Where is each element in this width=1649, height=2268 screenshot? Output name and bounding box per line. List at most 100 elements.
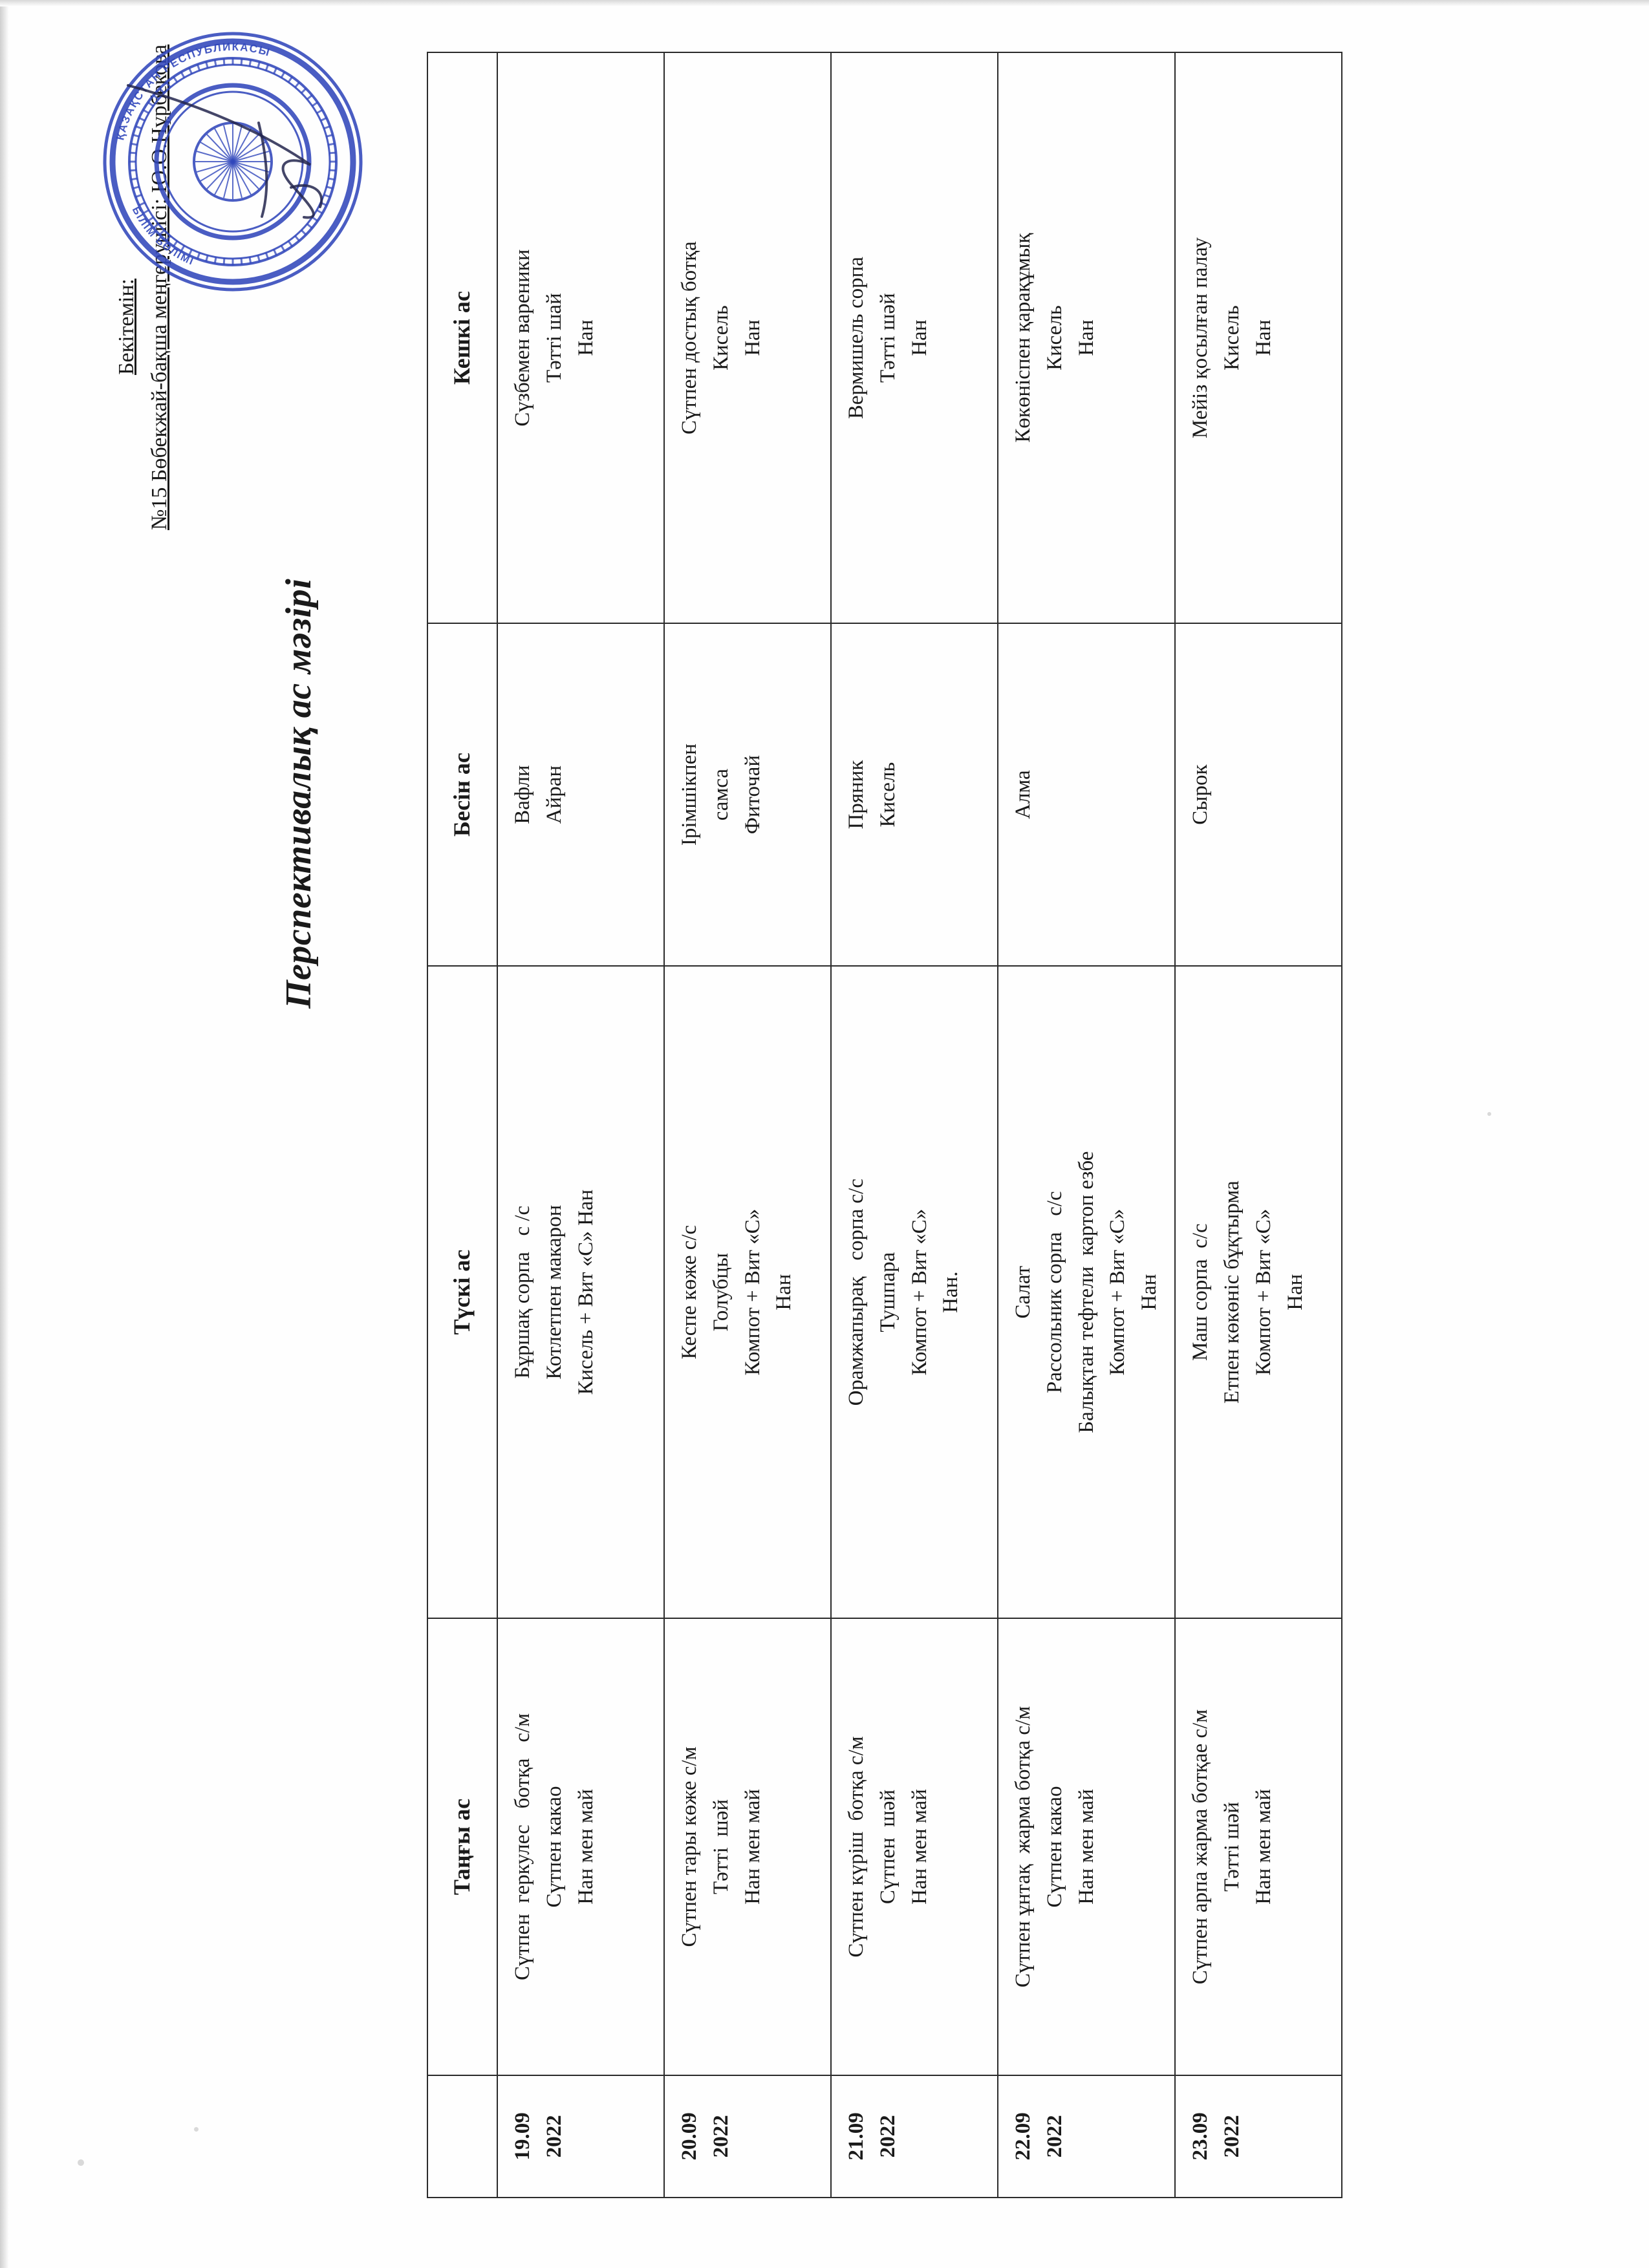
- table-cell-dinner: Көкөніспен қарақұмық Кисель Нан: [998, 52, 1176, 624]
- column-header-date: [427, 2075, 497, 2198]
- menu-item: Сүтпен тары көже с/м: [678, 1746, 701, 1947]
- date-line: 2022: [876, 2115, 900, 2158]
- menu-item-list: Бұршақ сорпа с /с Котлетпен макарон Кисель…: [507, 978, 601, 1606]
- menu-item: Компот + Вит «С»: [1106, 1208, 1130, 1376]
- menu-item: Нан мен май: [1074, 1789, 1098, 1905]
- menu-item: Пряник: [845, 760, 868, 829]
- menu-item-list: Мейіз қосылған палау Кисель Нан: [1185, 65, 1279, 611]
- menu-item: Айран: [542, 765, 566, 824]
- menu-item: Вермишель сорпа: [845, 257, 868, 420]
- table-row: 20.09 2022 Сүтпен тары көже с/м Тәтті шәй На…: [664, 52, 831, 2198]
- menu-item-list: Орамжапырақ сорпа с/с Тушпара Компот + Вит…: [841, 978, 967, 1606]
- menu-item: Нан: [1251, 319, 1275, 356]
- menu-item: Компот + Вит «С»: [740, 1208, 764, 1376]
- menu-item: Сүтпен күріш ботқа с/м: [845, 1736, 868, 1958]
- menu-item-list: Сүтпен геркулес ботқа с/м Сүтпен какао Нан…: [507, 1631, 601, 2062]
- column-header-lunch: Түскі ас: [427, 966, 497, 1619]
- menu-item: самса: [709, 768, 733, 821]
- menu-item: Сүзбемен вареники: [511, 249, 534, 427]
- menu-item: Вафли: [511, 765, 534, 824]
- table-cell-snack: Вафли Айран: [497, 623, 664, 967]
- table-cell-date: 20.09 2022: [664, 2075, 831, 2198]
- menu-item: Нан мен май: [740, 1789, 764, 1905]
- date-line: 19.09: [511, 2112, 534, 2161]
- table-cell-lunch: Маш сорпа с/с Етпен көкөніс бұқтырма Компо…: [1175, 966, 1342, 1619]
- menu-item: Нан: [772, 1274, 796, 1311]
- menu-item: Сүтпен какао: [1042, 1786, 1066, 1908]
- menu-item: Кеспе көже с/с: [678, 1225, 701, 1360]
- scan-edge-left: [0, 0, 9, 2268]
- date-line: 23.09: [1189, 2112, 1212, 2161]
- scan-edge-top: [0, 0, 1649, 6]
- table-cell-lunch: Салат Рассольник сорпа с/с Балықтан тефтел…: [998, 966, 1176, 1619]
- menu-item: Тәтті шәй: [876, 293, 900, 383]
- menu-item: Кисель: [709, 305, 733, 371]
- table-row: 19.09 2022 Сүтпен геркулес ботқа с/м Сүтпен…: [497, 52, 664, 2198]
- menu-item-list: Ірімшікпен самса Фиточай: [674, 636, 768, 954]
- menu-item: Голубцы: [709, 1252, 733, 1332]
- menu-item-list: Маш сорпа с/с Етпен көкөніс бұқтырма Компо…: [1185, 978, 1311, 1606]
- menu-table-wrapper: Таңғы ас Түскі ас Бесін ас Кешкі ас 19.0…: [427, 52, 1342, 2198]
- menu-item: Сүтпен арпа жарма ботқае с/м: [1189, 1709, 1212, 1985]
- menu-item: Нан: [1283, 1274, 1307, 1311]
- date-line: 2022: [542, 2115, 566, 2158]
- menu-item-list: Алма: [1008, 636, 1039, 954]
- table-cell-snack: Алма: [998, 623, 1176, 967]
- menu-item: Нан мен май: [574, 1789, 598, 1905]
- menu-item: Кисель + Вит «С» Нан: [574, 1189, 598, 1395]
- scan-speck: [194, 2127, 199, 2132]
- menu-item-list: Вермишель сорпа Тәтті шәй Нан: [841, 65, 935, 611]
- menu-item: Кисель: [876, 762, 900, 828]
- menu-item: Рассольник сорпа с/с: [1042, 1191, 1066, 1393]
- table-cell-date: 23.09 2022: [1175, 2075, 1342, 2198]
- table-cell-dinner: Мейіз қосылған палау Кисель Нан: [1175, 52, 1342, 624]
- menu-item: Сүтпен какао: [542, 1786, 566, 1908]
- date-line: 2022: [1220, 2115, 1244, 2158]
- column-header-dinner: Кешкі ас: [427, 52, 497, 624]
- approver-position: №15 Бөбекжай-бақша меңгерушісі:: [147, 198, 171, 530]
- menu-item: Мейіз қосылған палау: [1189, 237, 1212, 439]
- menu-item: Нан: [574, 319, 598, 356]
- menu-item-list: Вафли Айран: [507, 636, 570, 954]
- table-cell-snack: Пряник Кисель: [831, 623, 998, 967]
- perspective-menu-table: Таңғы ас Түскі ас Бесін ас Кешкі ас 19.0…: [427, 52, 1342, 2198]
- menu-item: Сырок: [1189, 764, 1212, 825]
- approval-label: Бекітемін:: [114, 278, 138, 375]
- menu-item-list: Сүтпен арпа жарма ботқае с/м Тәтті шәй Нан…: [1185, 1631, 1279, 2062]
- menu-item: Тәтті шай: [542, 293, 566, 383]
- menu-item: Сүтпен шәй: [876, 1789, 900, 1905]
- menu-item-list: Пряник Кисель: [841, 636, 904, 954]
- date-line: 22.09: [1011, 2112, 1035, 2161]
- menu-item: Нан: [1137, 1274, 1161, 1311]
- approver-name: Ю.О.Нұрбекова: [147, 44, 171, 193]
- menu-item: Кисель: [1220, 305, 1244, 371]
- menu-item: Нан.: [939, 1271, 963, 1313]
- table-cell-date: 19.09 2022: [497, 2075, 664, 2198]
- table-cell-dinner: Сүзбемен вареники Тәтті шай Нан: [497, 52, 664, 624]
- menu-item-list: Сүтпен ұнтақ жарма ботқа с/м Сүтпен какао…: [1008, 1631, 1102, 2062]
- menu-item: Тәтті шәй: [1220, 1802, 1244, 1892]
- menu-item: Фиточай: [740, 754, 764, 835]
- menu-item: Алма: [1011, 770, 1035, 819]
- menu-item: Ірімшікпен: [678, 744, 701, 846]
- scan-speck: [78, 2159, 84, 2166]
- table-cell-date: 21.09 2022: [831, 2075, 998, 2198]
- date-line: 2022: [709, 2115, 733, 2158]
- menu-item-list: Көкөніспен қарақұмық Кисель Нан: [1008, 65, 1102, 611]
- table-cell-snack: Сырок: [1175, 623, 1342, 967]
- menu-item: Кисель: [1042, 305, 1066, 371]
- menu-item-list: Сүтпен күріш ботқа с/м Сүтпен шәй Нан мен …: [841, 1631, 935, 2062]
- menu-item: Сүтпен ұнтақ жарма ботқа с/м: [1011, 1706, 1035, 1988]
- menu-item: Компот + Вит «С»: [1251, 1208, 1275, 1376]
- menu-item: Тәтті шәй: [709, 1799, 733, 1895]
- menu-item: Маш сорпа с/с: [1189, 1223, 1212, 1361]
- menu-item: Салат: [1011, 1265, 1035, 1319]
- menu-item: Сүтпен достық ботқа: [678, 241, 701, 434]
- table-cell-lunch: Кеспе көже с/с Голубцы Компот + Вит «С» Нан: [664, 966, 831, 1619]
- date-line: 2022: [1042, 2115, 1066, 2158]
- table-cell-breakfast: Сүтпен ұнтақ жарма ботқа с/м Сүтпен какао…: [998, 1618, 1176, 2075]
- menu-item: Нан мен май: [1251, 1789, 1275, 1905]
- column-header-snack: Бесін ас: [427, 623, 497, 967]
- menu-item: Тушпара: [876, 1252, 900, 1332]
